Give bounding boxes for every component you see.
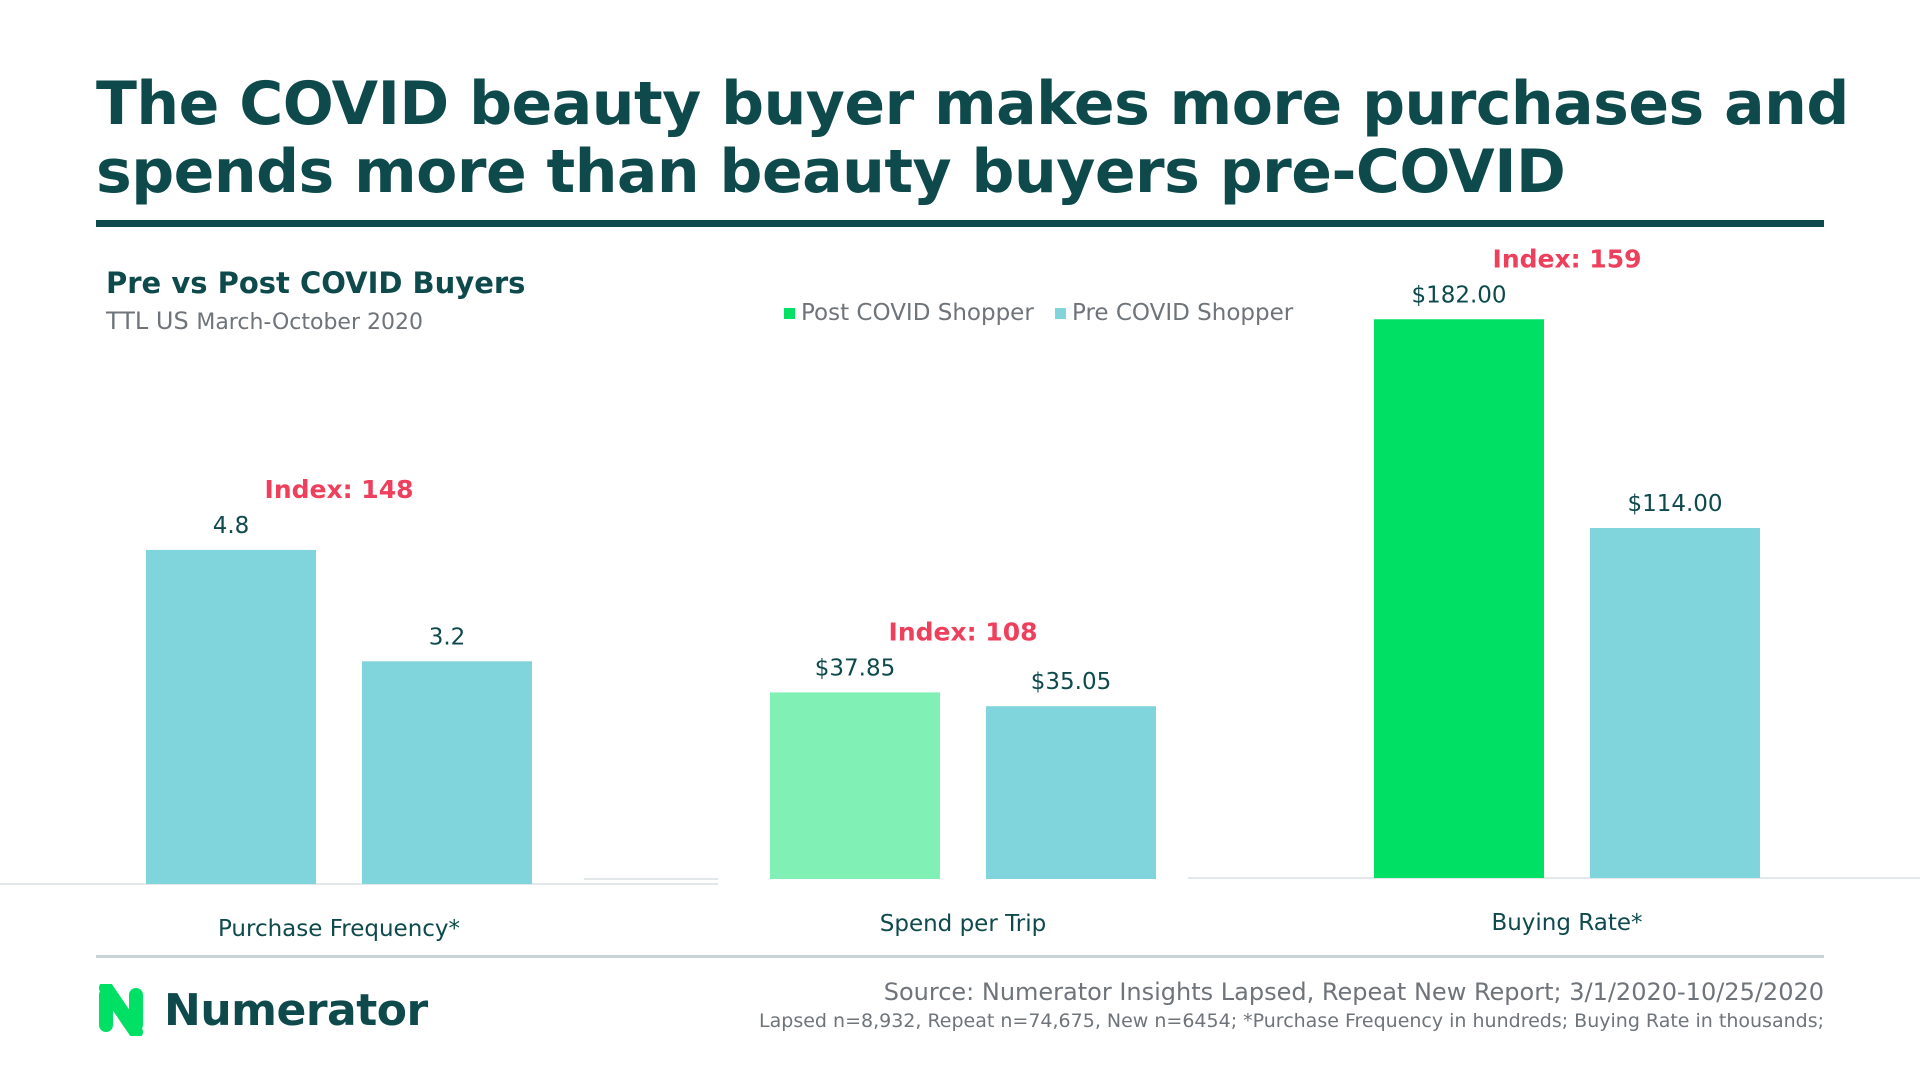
data-label-spend-per-trip-post-covid-shopper: $37.85 bbox=[815, 655, 895, 681]
category-label-buying-rate: Buying Rate* bbox=[1491, 910, 1642, 936]
bar-spend-per-trip-pre-covid-shopper bbox=[986, 706, 1156, 879]
data-label-purchase-frequency-post-covid-shopper: 4.8 bbox=[213, 513, 250, 539]
page-title-line-1: The COVID beauty buyer makes more purcha… bbox=[96, 69, 1849, 139]
bar-purchase-frequency-pre-covid-shopper bbox=[362, 661, 532, 884]
legend-item-post-covid: Post COVID Shopper bbox=[784, 300, 1034, 326]
legend-label-pre-covid: Pre COVID Shopper bbox=[1072, 300, 1294, 326]
bar-buying-rate-post-covid-shopper bbox=[1374, 319, 1544, 878]
bar-buying-rate-pre-covid-shopper bbox=[1590, 528, 1760, 878]
index-label-purchase-frequency: Index: 148 bbox=[265, 475, 414, 504]
numerator-logo-icon bbox=[99, 984, 143, 1036]
data-label-buying-rate-post-covid-shopper: $182.00 bbox=[1411, 282, 1506, 308]
index-label-buying-rate: Index: 159 bbox=[1493, 244, 1642, 273]
legend-swatch-post-covid bbox=[784, 307, 795, 319]
source-text: Source: Numerator Insights Lapsed, Repea… bbox=[883, 978, 1824, 1006]
page-title: The COVID beauty buyer makes more purcha… bbox=[96, 70, 1856, 206]
bar-chart: 4.8 3.2 Index: 148 Purchase Frequency* $37.8… bbox=[0, 244, 1920, 942]
legend-swatch-pre-covid bbox=[1055, 307, 1066, 319]
category-label-spend-per-trip: Spend per Trip bbox=[880, 911, 1046, 937]
data-label-buying-rate-pre-covid-shopper: $114.00 bbox=[1627, 491, 1722, 517]
footnote-text: Lapsed n=8,932, Repeat n=74,675, New n=6… bbox=[759, 1010, 1824, 1032]
brand-logo: Numerator bbox=[96, 984, 428, 1036]
chart-subtitle-region: TTL US bbox=[106, 307, 189, 335]
category-label-purchase-frequency: Purchase Frequency* bbox=[218, 916, 460, 942]
chart-title: Pre vs Post COVID Buyers bbox=[106, 266, 526, 300]
title-divider bbox=[96, 220, 1824, 227]
data-label-purchase-frequency-pre-covid-shopper: 3.2 bbox=[429, 624, 466, 650]
brand-name: Numerator bbox=[164, 984, 428, 1036]
legend-item-pre-covid: Pre COVID Shopper bbox=[1055, 300, 1293, 326]
legend-label-post-covid: Post COVID Shopper bbox=[801, 300, 1034, 326]
chart-subtitle-period: March-October 2020 bbox=[196, 310, 423, 335]
page-title-line-2: spends more than beauty buyers pre-COVID bbox=[96, 137, 1566, 207]
footer-divider bbox=[96, 955, 1824, 958]
bar-spend-per-trip-post-covid-shopper bbox=[770, 692, 940, 879]
chart-subtitle: TTL US March-October 2020 bbox=[106, 307, 423, 335]
data-label-spend-per-trip-pre-covid-shopper: $35.05 bbox=[1031, 669, 1111, 695]
bar-purchase-frequency-post-covid-shopper bbox=[146, 549, 316, 884]
index-label-spend-per-trip: Index: 108 bbox=[889, 617, 1038, 646]
